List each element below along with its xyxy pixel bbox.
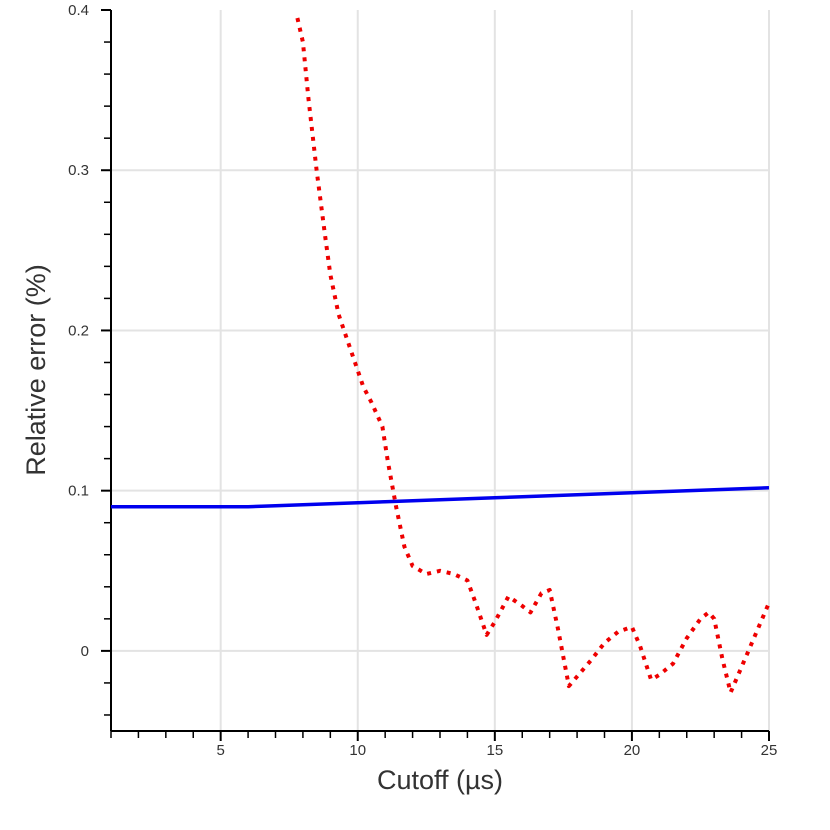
x-tick-label: 10 [349,742,366,759]
x-tick-label: 25 [761,742,778,759]
x-tick-label: 5 [216,742,224,759]
y-tick-label: 0 [81,643,89,660]
y-tick-label: 0.4 [68,2,89,19]
axes: 5 10 15 20 25 0 0.1 0.2 0.3 0.4 [68,2,777,759]
x-tick-label: 20 [624,742,641,759]
y-tick-label: 0.1 [68,483,89,500]
x-axis-title: Cutoff (µs) [377,765,503,795]
series-layer [111,17,771,695]
y-axis-title: Relative error (%) [21,264,51,476]
grid [111,10,770,731]
blue-solid-series-line [111,486,770,509]
y-tick-label: 0.3 [68,162,89,179]
y-tick-label: 0.2 [68,322,89,339]
x-tick-label: 15 [486,742,503,759]
red-dotted-series-line [295,17,771,695]
